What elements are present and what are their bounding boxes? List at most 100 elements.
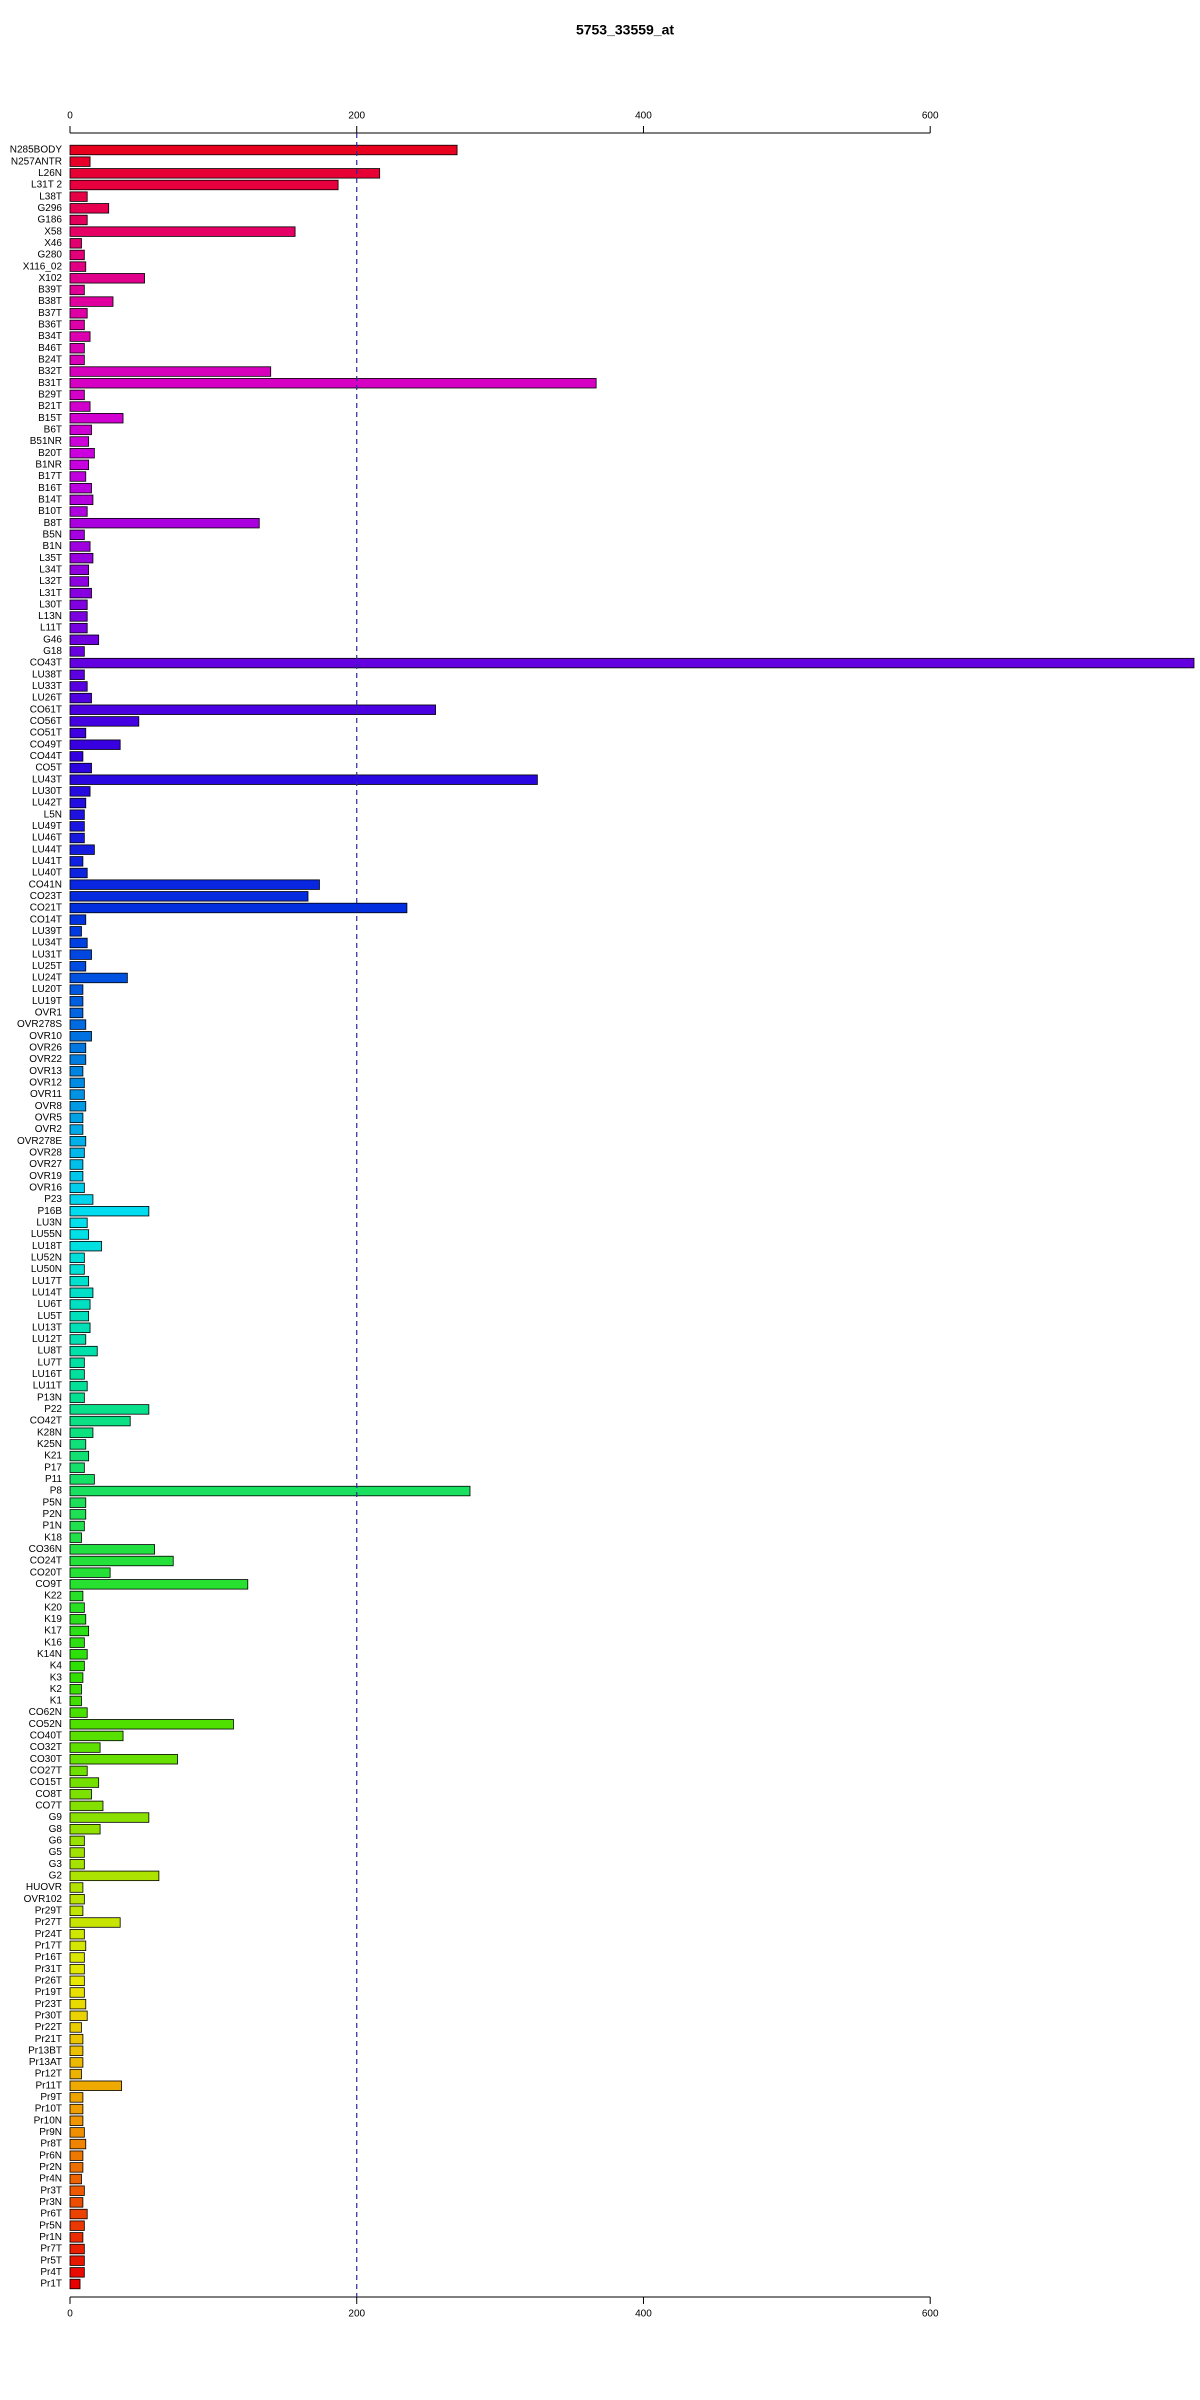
bar — [69, 529, 85, 541]
bar — [69, 1369, 85, 1380]
bar — [69, 1987, 85, 1998]
bar — [69, 1567, 111, 1578]
y-tick-label: LU40T — [32, 868, 62, 879]
bar — [69, 541, 91, 552]
bar — [69, 1614, 87, 1625]
y-tick-label: P5N — [43, 1497, 62, 1508]
y-tick-label: Pr11T — [36, 2080, 63, 2091]
y-tick-label: B16T — [38, 483, 62, 494]
bar — [69, 366, 272, 377]
bar — [69, 1450, 90, 1462]
bar — [69, 1124, 84, 1135]
bar — [69, 2150, 84, 2161]
y-tick-label: LU38T — [32, 669, 62, 680]
bar — [69, 1392, 85, 1403]
y-tick-label: Pr9N — [39, 2127, 62, 2138]
y-tick-label: Pr27T — [35, 1917, 62, 1928]
bar — [69, 949, 92, 960]
bar — [69, 179, 339, 191]
bar — [69, 319, 85, 331]
bar — [69, 821, 85, 832]
y-tick-label: CO24T — [30, 1556, 62, 1567]
y-tick-label: B14T — [38, 494, 62, 505]
x-tick-label: 0 — [67, 2309, 73, 2320]
y-tick-label: P8 — [50, 1486, 63, 1497]
y-tick-label: CO40T — [30, 1731, 62, 1742]
bar — [69, 214, 88, 226]
bar — [69, 413, 124, 424]
bar — [69, 576, 90, 587]
y-tick-label: OVR8 — [35, 1101, 63, 1112]
bar — [69, 1695, 82, 1707]
y-tick-label: Pr10T — [35, 2104, 62, 2115]
bar — [69, 634, 100, 645]
bar — [69, 587, 92, 599]
bar — [69, 436, 90, 447]
y-tick-label: L5N — [44, 809, 62, 820]
bar — [69, 1777, 100, 1788]
bar — [69, 1194, 94, 1205]
x-tick-label: 200 — [348, 2309, 365, 2320]
y-tick-label: LU18T — [32, 1241, 62, 1252]
y-tick-label: L13N — [38, 611, 62, 622]
bar — [69, 1159, 84, 1170]
y-tick-label: CO52N — [29, 1719, 62, 1730]
y-tick-label: CO36N — [29, 1544, 62, 1555]
bar — [69, 1007, 84, 1019]
y-tick-label: CO49T — [30, 739, 62, 750]
y-tick-label: OVR28 — [29, 1148, 62, 1159]
bar — [69, 459, 90, 471]
y-tick-label: P1N — [43, 1521, 62, 1532]
y-tick-label: G9 — [49, 1812, 63, 1823]
bar — [69, 2045, 84, 2056]
y-tick-label: K20 — [44, 1602, 62, 1613]
y-tick-label: G296 — [38, 203, 63, 214]
bar — [69, 762, 92, 774]
y-tick-label: OVR16 — [29, 1182, 62, 1193]
y-tick-label: K19 — [44, 1614, 62, 1625]
y-tick-label: L30T — [39, 599, 62, 610]
y-tick-label: B1N — [43, 541, 62, 552]
bar — [69, 739, 121, 750]
bar — [69, 1264, 85, 1275]
bar — [69, 692, 92, 704]
bar — [69, 2267, 85, 2278]
bar — [69, 1019, 87, 1030]
y-tick-label: G2 — [49, 1870, 63, 1881]
bar — [69, 856, 84, 867]
y-tick-label: L31T — [39, 588, 62, 599]
bar — [69, 1462, 85, 1473]
y-tick-label: B51NR — [30, 436, 62, 447]
bar — [69, 1602, 85, 1613]
y-tick-label: B8T — [44, 518, 62, 529]
bar — [69, 1439, 87, 1450]
y-tick-label: CO62N — [29, 1707, 62, 1718]
bar — [69, 797, 87, 809]
bar — [69, 1217, 88, 1229]
bar — [69, 156, 91, 167]
y-tick-label: B10T — [38, 506, 62, 517]
bar — [69, 343, 85, 354]
bar — [69, 2232, 84, 2243]
y-tick-label: B17T — [38, 471, 62, 482]
y-tick-label: OVR10 — [29, 1031, 62, 1042]
y-tick-label: P23 — [44, 1194, 62, 1205]
bar — [69, 727, 87, 739]
y-tick-label: G18 — [43, 646, 62, 657]
bar — [69, 1532, 82, 1543]
bar — [69, 926, 82, 937]
bar — [69, 1474, 95, 1485]
y-tick-label: Pr12T — [35, 2069, 62, 2080]
bar — [69, 1275, 90, 1287]
bar — [69, 1147, 85, 1159]
bar — [69, 1917, 121, 1928]
y-tick-label: LU30T — [32, 786, 62, 797]
bar — [69, 2220, 85, 2231]
bar — [69, 1415, 131, 1427]
y-tick-label: OVR26 — [29, 1043, 62, 1054]
x-tick-label: 600 — [922, 2309, 939, 2320]
y-tick-label: G46 — [43, 634, 62, 645]
y-tick-label: Pr5T — [40, 2255, 62, 2266]
bar — [69, 996, 84, 1007]
bar — [69, 599, 88, 610]
